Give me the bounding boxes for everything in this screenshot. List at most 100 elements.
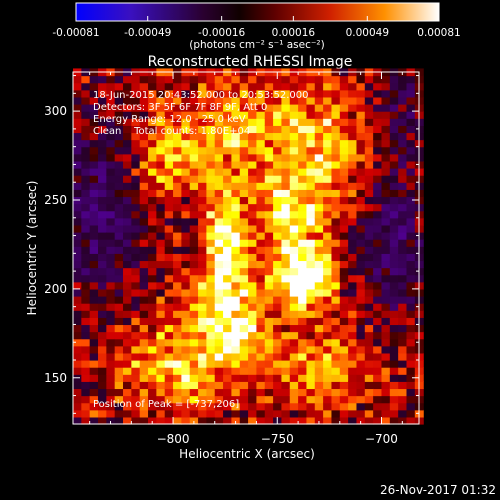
heatmap-cell xyxy=(331,288,341,297)
heatmap-cell xyxy=(131,246,141,254)
heatmap-cell xyxy=(181,395,191,404)
heatmap-cell xyxy=(139,331,149,340)
heatmap-cell xyxy=(81,182,91,190)
heatmap-cell xyxy=(356,260,366,269)
heatmap-cell xyxy=(314,374,324,382)
heatmap-cell xyxy=(148,82,157,91)
heatmap-cell xyxy=(106,153,116,162)
heatmap-cell xyxy=(223,338,233,347)
heatmap-cell xyxy=(198,232,207,240)
heatmap-cell xyxy=(256,288,266,297)
heatmap-cell xyxy=(206,296,216,304)
heatmap-cell xyxy=(189,274,199,283)
heatmap-cell xyxy=(156,416,166,425)
x-tick-label: −750 xyxy=(261,432,294,446)
heatmap-cell xyxy=(223,239,233,247)
heatmap-cell xyxy=(239,75,249,84)
heatmap-cell xyxy=(206,303,216,311)
heatmap-cell xyxy=(189,175,199,183)
heatmap-cell xyxy=(323,168,333,176)
heatmap-cell xyxy=(306,189,316,198)
heatmap-cell xyxy=(364,189,374,198)
heatmap-cell xyxy=(256,96,266,105)
heatmap-cell xyxy=(398,374,408,382)
heatmap-cell xyxy=(306,246,316,254)
heatmap-cell xyxy=(139,253,149,262)
heatmap-cell xyxy=(114,296,124,304)
heatmap-cell xyxy=(123,96,132,105)
heatmap-cell xyxy=(398,132,408,141)
heatmap-cell xyxy=(356,182,366,190)
heatmap-cell xyxy=(364,260,374,269)
heatmap-cell xyxy=(139,89,149,98)
heatmap-cell xyxy=(239,374,249,382)
heatmap-cell xyxy=(114,182,124,190)
heatmap-cell xyxy=(214,288,224,297)
heatmap-cell xyxy=(298,324,308,333)
heatmap-cell xyxy=(156,260,166,269)
heatmap-cell xyxy=(314,203,324,212)
heatmap-cell xyxy=(331,217,341,226)
heatmap-cell xyxy=(356,338,366,347)
heatmap-cell xyxy=(364,139,374,148)
heatmap-cell xyxy=(189,416,199,425)
heatmap-cell xyxy=(89,260,99,269)
heatmap-cell xyxy=(398,395,408,404)
heatmap-cell xyxy=(348,82,358,91)
heatmap-cell xyxy=(181,253,191,262)
heatmap-cell xyxy=(89,402,99,411)
heatmap-cell xyxy=(356,189,366,198)
heatmap-cell xyxy=(364,168,374,176)
heatmap-cell xyxy=(123,168,132,176)
heatmap-cell xyxy=(214,395,224,404)
heatmap-cell xyxy=(81,274,91,283)
heatmap-cell xyxy=(198,146,207,155)
heatmap-cell xyxy=(256,381,266,390)
heatmap-cell xyxy=(289,232,299,240)
heatmap-cell xyxy=(164,345,174,354)
heatmap-cell xyxy=(239,324,249,333)
heatmap-cell xyxy=(73,402,82,411)
heatmap-cell xyxy=(198,118,207,126)
heatmap-cell xyxy=(106,89,116,98)
heatmap-cell xyxy=(289,246,299,254)
heatmap-cell xyxy=(273,374,283,382)
heatmap-cell xyxy=(73,317,82,326)
heatmap-cell xyxy=(189,224,199,233)
heatmap-cell xyxy=(89,310,99,318)
heatmap-cell xyxy=(331,146,341,155)
heatmap-cell xyxy=(406,182,416,190)
heatmap-cell xyxy=(148,246,157,254)
heatmap-cell xyxy=(406,352,416,361)
heatmap-cell xyxy=(156,82,166,91)
heatmap-cell xyxy=(239,153,249,162)
heatmap-cell xyxy=(239,402,249,411)
heatmap-cell xyxy=(123,416,132,425)
heatmap-cell xyxy=(214,310,224,318)
heatmap-cell xyxy=(314,416,324,425)
heatmap-cell xyxy=(364,416,374,425)
heatmap-cell xyxy=(148,160,157,169)
heatmap-cell xyxy=(331,89,341,98)
heatmap-cell xyxy=(81,352,91,361)
heatmap-cell xyxy=(198,267,207,276)
heatmap-cell xyxy=(331,253,341,262)
heatmap-cell xyxy=(248,317,258,326)
heatmap-cell xyxy=(389,210,399,219)
heatmap-cell xyxy=(348,395,358,404)
heatmap-cell xyxy=(364,267,374,276)
heatmap-cell xyxy=(89,232,99,240)
heatmap-cell xyxy=(373,153,383,162)
heatmap-cell xyxy=(81,267,91,276)
heatmap-cell xyxy=(389,217,399,226)
heatmap-cell xyxy=(356,267,366,276)
heatmap-cell xyxy=(173,96,182,105)
heatmap-cell xyxy=(381,111,391,119)
heatmap-cell xyxy=(73,182,82,190)
heatmap-cell xyxy=(248,182,258,190)
heatmap-cell xyxy=(164,246,174,254)
heatmap-cell xyxy=(373,253,383,262)
heatmap-cell xyxy=(198,360,207,368)
heatmap-cell xyxy=(106,416,116,425)
heatmap-cell xyxy=(373,296,383,304)
